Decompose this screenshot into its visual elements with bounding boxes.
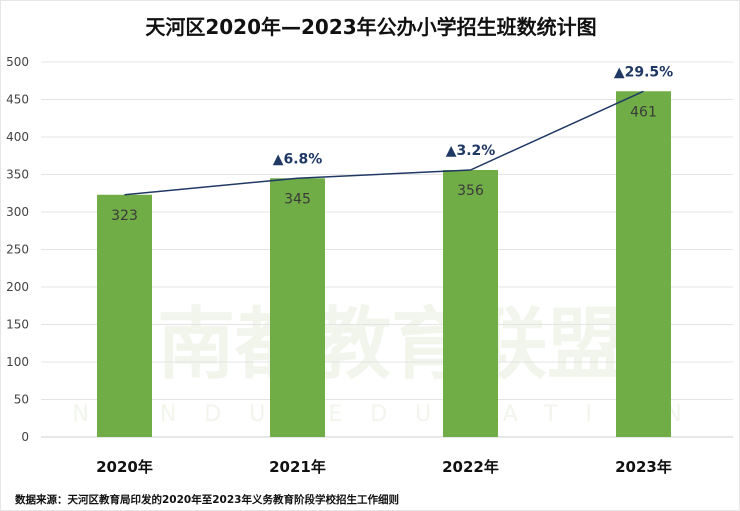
data-label: 323 xyxy=(111,208,138,224)
y-tick-label: 150 xyxy=(6,318,29,332)
x-tick-label: 2022年 xyxy=(442,458,499,476)
source-note: 数据来源：天河区教育局印发的2020年至2023年义务教育阶段学校招生工作细则 xyxy=(15,494,399,506)
x-tick-label: 2021年 xyxy=(269,458,326,476)
y-tick-label: 200 xyxy=(6,280,29,294)
y-tick-label: 100 xyxy=(6,355,29,369)
bar xyxy=(443,170,498,437)
chart-title: 天河区2020年—2023年公办小学招生班数统计图 xyxy=(145,15,597,39)
x-tick-label: 2023年 xyxy=(615,458,672,476)
data-label: 356 xyxy=(457,183,484,199)
x-tick-label: 2020年 xyxy=(96,458,153,476)
y-tick-label: 50 xyxy=(14,393,29,407)
growth-label: ▲29.5% xyxy=(614,64,673,80)
growth-label: ▲3.2% xyxy=(446,143,496,159)
watermark-en: NANDU EDUCATION xyxy=(72,402,709,427)
data-label: 345 xyxy=(284,191,311,207)
data-label: 461 xyxy=(630,104,657,120)
y-tick-label: 400 xyxy=(6,130,29,144)
bar xyxy=(97,194,152,437)
y-tick-label: 450 xyxy=(6,93,29,107)
watermark-cn: 南都教育联盟 xyxy=(157,300,625,390)
growth-label: ▲6.8% xyxy=(273,151,323,167)
trend-line xyxy=(124,90,644,196)
y-tick-label: 500 xyxy=(6,55,29,69)
y-tick-label: 300 xyxy=(6,205,29,219)
y-tick-label: 0 xyxy=(21,430,29,444)
y-tick-label: 250 xyxy=(6,243,29,257)
bar xyxy=(616,91,671,437)
y-tick-label: 350 xyxy=(6,168,29,182)
bar xyxy=(270,178,325,437)
